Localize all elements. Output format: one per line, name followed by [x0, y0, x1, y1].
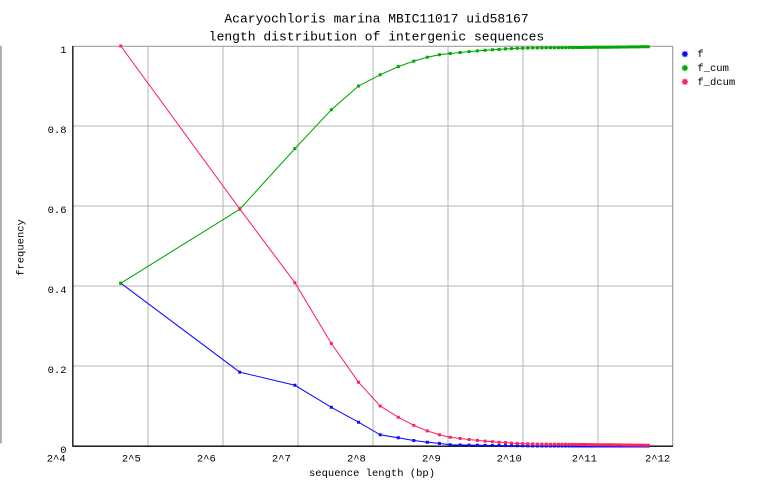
svg-text:frequency: frequency [15, 219, 27, 276]
svg-text:2^4: 2^4 [47, 454, 66, 466]
svg-text:f_dcum: f_dcum [697, 77, 735, 89]
svg-text:2^6: 2^6 [197, 454, 216, 466]
svg-text:2^11: 2^11 [572, 454, 597, 466]
svg-text:2^9: 2^9 [422, 454, 441, 466]
svg-text:2^5: 2^5 [122, 454, 141, 466]
svg-text:2^7: 2^7 [272, 454, 291, 466]
svg-text:length distribution of interge: length distribution of intergenic sequen… [209, 29, 544, 44]
svg-text:2^12: 2^12 [645, 454, 670, 466]
svg-text:0.2: 0.2 [48, 365, 67, 377]
svg-text:2^8: 2^8 [347, 454, 366, 466]
svg-text:2^10: 2^10 [497, 454, 522, 466]
svg-text:f: f [697, 49, 703, 61]
svg-text:0.4: 0.4 [48, 285, 67, 297]
svg-text:0.8: 0.8 [48, 125, 67, 137]
svg-text:f_cum: f_cum [697, 63, 729, 75]
svg-text:0: 0 [60, 445, 66, 457]
svg-text:Acaryochloris marina MBIC11017: Acaryochloris marina MBIC11017 uid58167 [224, 12, 528, 27]
svg-text:0.6: 0.6 [48, 205, 67, 217]
svg-text:1: 1 [60, 45, 66, 57]
svg-text:sequence length (bp): sequence length (bp) [309, 468, 435, 480]
